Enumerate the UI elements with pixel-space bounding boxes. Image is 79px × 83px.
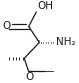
Text: —: —: [44, 66, 54, 76]
Text: NH₂: NH₂: [56, 37, 75, 47]
Text: O: O: [2, 21, 10, 31]
Text: OH: OH: [38, 0, 54, 11]
Text: ··: ··: [36, 38, 40, 47]
Text: O: O: [25, 72, 33, 82]
